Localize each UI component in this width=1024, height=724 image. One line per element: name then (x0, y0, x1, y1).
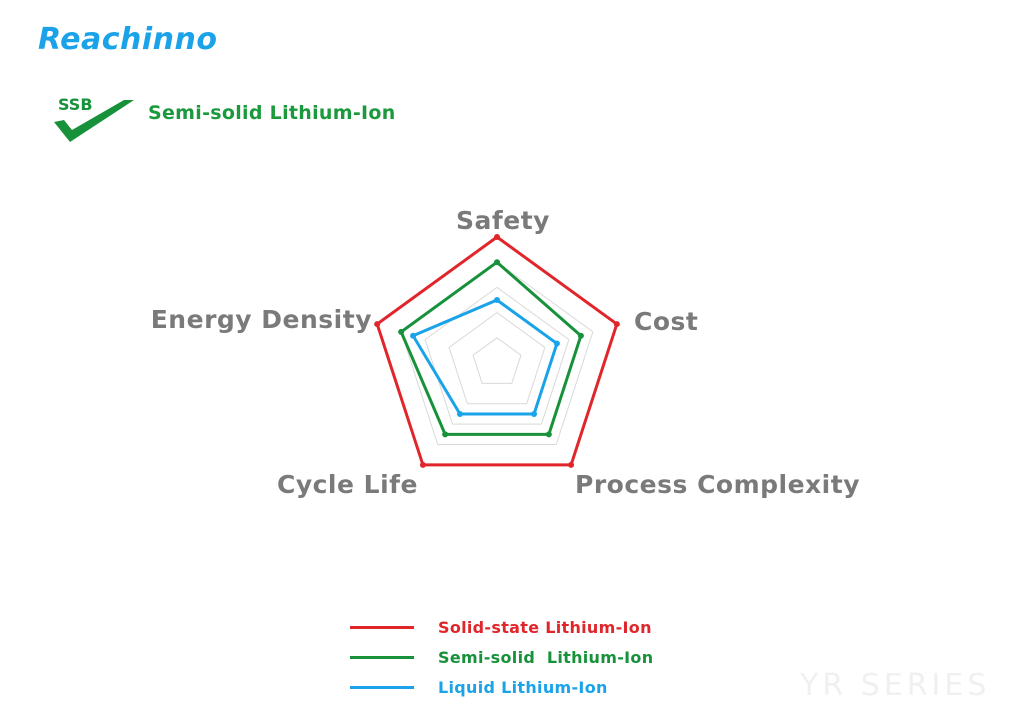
legend-item-liquid: Liquid Lithium-Ion (350, 672, 653, 702)
axis-label-cycle-life: Cycle Life (277, 470, 418, 499)
axis-label-cost: Cost (634, 307, 698, 336)
series-2-point-1 (553, 340, 560, 347)
legend-label-semi-solid: Semi-solid Lithium-Ion (438, 647, 654, 667)
series-1-point-4 (398, 328, 405, 335)
legend-label-liquid: Liquid Lithium-Ion (438, 677, 608, 697)
page-subtitle: Semi-solid Lithium-Ion (148, 102, 396, 124)
series-0-point-2 (568, 461, 575, 468)
series-0-point-3 (419, 461, 426, 468)
series-0-point-0 (494, 234, 500, 240)
ssb-logo-text: SSB (58, 95, 93, 114)
chart-legend: Solid-state Lithium-Ion Semi-solid Lithi… (350, 612, 653, 702)
legend-item-solid-state: Solid-state Lithium-Ion (350, 612, 653, 642)
legend-swatch-solid-state (350, 625, 414, 629)
series-0-point-4 (374, 321, 381, 328)
legend-item-semi-solid: Semi-solid Lithium-Ion (350, 642, 653, 672)
series-line-1 (399, 260, 583, 436)
series-1-point-2 (545, 431, 552, 438)
series-2-point-3 (456, 410, 463, 417)
series-2-point-0 (494, 297, 500, 303)
watermark: YR SERIES (800, 668, 991, 703)
series-1-point-3 (442, 431, 449, 438)
check-mark-icon (54, 100, 134, 142)
legend-swatch-liquid (350, 685, 414, 689)
ssb-check-logo: SSB (54, 95, 134, 142)
legend-label-solid-state: Solid-state Lithium-Ion (438, 617, 652, 637)
legend-swatch-semi-solid (350, 655, 414, 659)
series-2-point-2 (531, 410, 538, 417)
axis-label-safety: Safety (456, 206, 550, 235)
series-line-0 (375, 235, 619, 467)
axis-label-process-complexity: Process Complexity (575, 470, 860, 499)
axis-label-energy-density: Energy Density (151, 305, 372, 334)
grid-ring-2 (448, 311, 546, 405)
series-0-point-1 (613, 321, 620, 328)
brand-logo-text: Reachinno (38, 22, 218, 57)
series-line-2 (410, 298, 559, 416)
series-1-point-0 (494, 259, 500, 266)
series-1-point-1 (577, 332, 584, 339)
series-2-point-4 (410, 332, 417, 339)
grid-ring-3 (424, 286, 570, 425)
grid-ring-1 (472, 337, 522, 384)
